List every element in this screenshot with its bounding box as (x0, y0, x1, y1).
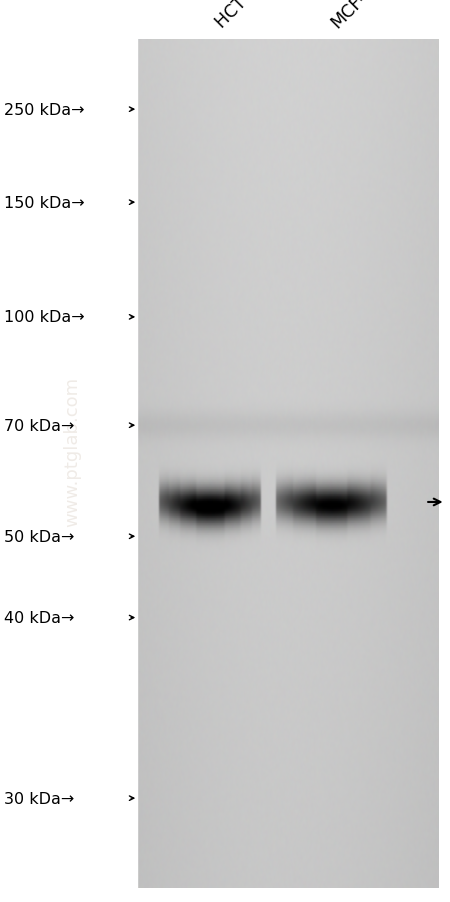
Text: 150 kDa→: 150 kDa→ (4, 196, 84, 210)
Text: 40 kDa→: 40 kDa→ (4, 611, 74, 625)
Text: 70 kDa→: 70 kDa→ (4, 419, 74, 433)
Text: 30 kDa→: 30 kDa→ (4, 791, 74, 805)
Text: MCF-7: MCF-7 (327, 0, 378, 32)
Text: 250 kDa→: 250 kDa→ (4, 103, 84, 117)
Text: 50 kDa→: 50 kDa→ (4, 529, 74, 544)
Bar (0, 0, 137, 902)
Text: 100 kDa→: 100 kDa→ (4, 310, 84, 325)
Text: www.ptglab.com: www.ptglab.com (63, 376, 81, 526)
Text: HCT 116: HCT 116 (212, 0, 278, 32)
